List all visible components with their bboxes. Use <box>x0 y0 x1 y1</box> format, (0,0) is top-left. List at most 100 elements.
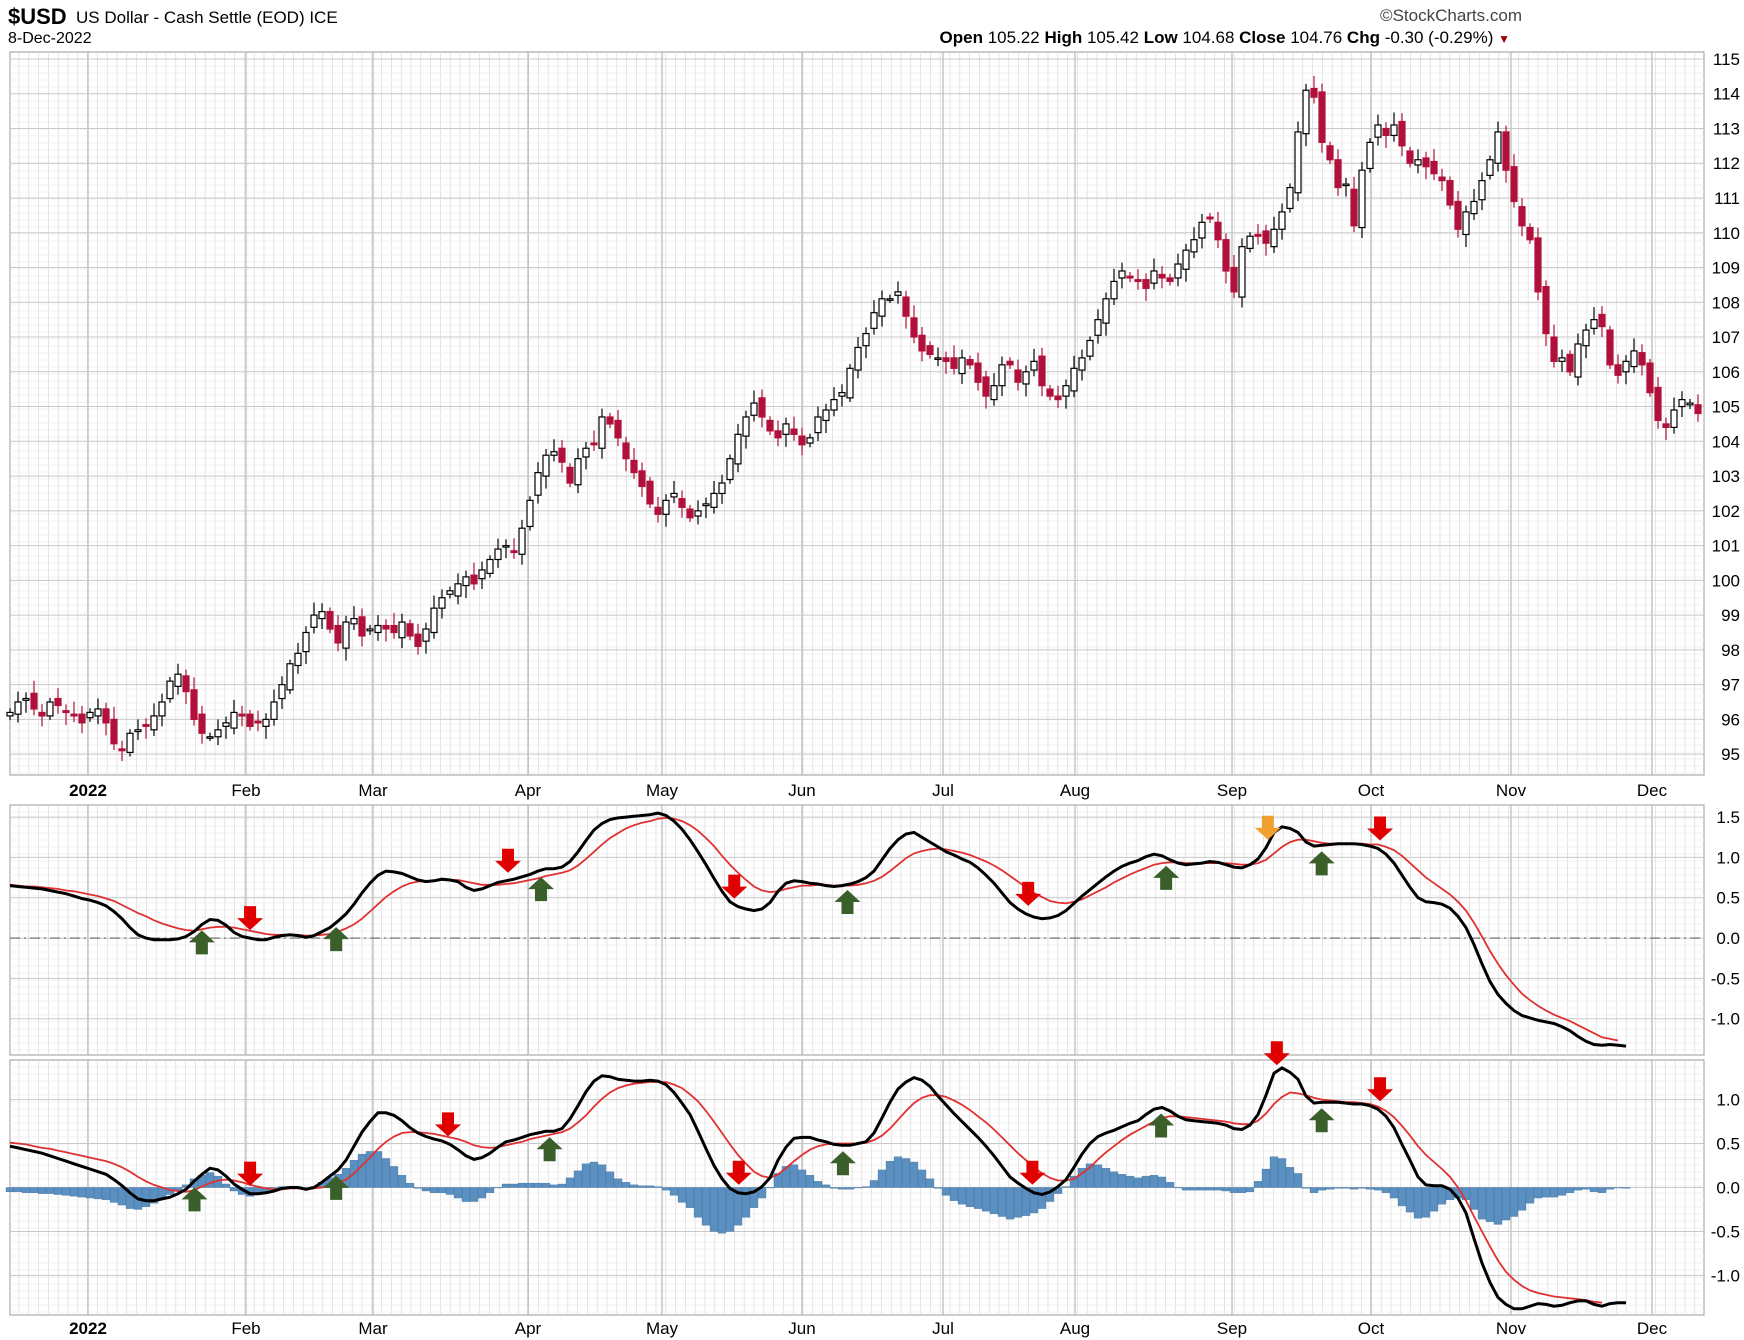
candle-up <box>1118 270 1126 279</box>
histogram-bar <box>781 1166 791 1188</box>
indicator-2-histogram <box>5 1151 1631 1234</box>
histogram-bar <box>317 1182 327 1188</box>
histogram-bar <box>1301 1187 1311 1189</box>
candle-up <box>166 680 174 700</box>
candle-up <box>862 332 870 347</box>
candle-down <box>918 334 926 352</box>
histogram-bar <box>565 1177 575 1188</box>
candle-up <box>1558 357 1566 362</box>
chg-value: -0.30 (-0.29%) <box>1384 28 1494 47</box>
candle-up <box>374 624 382 634</box>
price-y-tick-label: 106 <box>1712 363 1740 382</box>
histogram-bar <box>877 1169 887 1188</box>
histogram-bar <box>845 1187 855 1190</box>
candle-up <box>1366 141 1374 170</box>
histogram-bar <box>21 1187 31 1193</box>
candle-down <box>1142 279 1150 289</box>
histogram-bar <box>1557 1187 1567 1196</box>
histogram-bar <box>205 1172 215 1188</box>
ohlc-summary: Open 105.22 High 105.42 Low 104.68 Close… <box>940 28 1510 48</box>
histogram-bar <box>1365 1187 1375 1190</box>
histogram-bar <box>1613 1187 1623 1189</box>
histogram-bar <box>1133 1177 1143 1188</box>
histogram-bar <box>813 1181 823 1188</box>
histogram-bar <box>261 1187 271 1193</box>
histogram-bar <box>1181 1187 1191 1191</box>
price-y-tick-label: 103 <box>1712 467 1740 486</box>
candle-up <box>1294 131 1302 194</box>
indicator-1-y-tick-label: -0.5 <box>1711 969 1740 988</box>
candle-down <box>358 616 366 637</box>
candle-up <box>94 708 102 717</box>
candle-up <box>598 416 606 449</box>
candle-up <box>214 729 222 738</box>
histogram-bar <box>1605 1187 1615 1190</box>
histogram-bar <box>397 1175 407 1188</box>
candle-up <box>878 298 886 317</box>
candle-up <box>126 732 134 754</box>
candle-up <box>1110 280 1118 300</box>
histogram-bar <box>1101 1168 1111 1188</box>
candle-up <box>1150 270 1158 284</box>
candle-up <box>1494 131 1502 164</box>
candle-up <box>894 291 902 296</box>
candle-down <box>110 718 118 745</box>
indicator-1-main-line <box>9 811 1627 1048</box>
candle-up <box>670 492 678 498</box>
symbol-label: $USD <box>8 4 67 29</box>
histogram-bar <box>389 1166 399 1188</box>
histogram-bar <box>1189 1187 1199 1191</box>
price-x-tick-label: Sep <box>1217 781 1247 800</box>
price-x-tick-label: Mar <box>358 781 388 800</box>
candle-up <box>1358 169 1366 229</box>
histogram-bar <box>517 1182 527 1188</box>
candle-down <box>54 697 62 707</box>
histogram-bar <box>853 1187 863 1189</box>
candle-down <box>1262 230 1270 244</box>
histogram-bar <box>1173 1187 1183 1189</box>
candle-up <box>854 346 862 371</box>
candle-down <box>1254 233 1262 237</box>
candle-down <box>1382 127 1390 137</box>
high-value: 105.42 <box>1086 28 1139 47</box>
open-label: Open <box>939 28 983 47</box>
price-y-tick-label: 100 <box>1712 571 1740 590</box>
sell-arrow-icon <box>721 874 748 899</box>
histogram-bar <box>1381 1187 1391 1193</box>
candle-down <box>1046 388 1054 397</box>
candle-up <box>270 701 278 720</box>
candle-down <box>510 550 518 554</box>
candle-down <box>1694 404 1702 415</box>
histogram-bar <box>165 1187 175 1195</box>
histogram-bar <box>1397 1187 1407 1207</box>
candle-up <box>294 652 302 667</box>
indicator-2-y-tick-label: 1.0 <box>1716 1091 1740 1110</box>
candle-down <box>38 711 46 717</box>
histogram-bar <box>1125 1175 1135 1188</box>
candle-down <box>1134 279 1142 283</box>
histogram-bar <box>477 1187 487 1199</box>
histogram-bar <box>589 1161 599 1188</box>
histogram-bar <box>1437 1187 1447 1205</box>
histogram-bar <box>293 1186 303 1188</box>
histogram-bar <box>133 1187 143 1210</box>
buy-arrow-icon <box>1308 1108 1335 1133</box>
candle-up <box>486 558 494 574</box>
histogram-bar <box>1109 1171 1119 1188</box>
indicator-2-y-tick-label: -1.0 <box>1711 1266 1740 1285</box>
histogram-bar <box>141 1187 151 1207</box>
candle-up <box>1062 385 1070 397</box>
histogram-bar <box>1445 1187 1455 1200</box>
histogram-bar <box>125 1187 135 1209</box>
candle-up <box>454 583 462 597</box>
price-y-tick-label: 102 <box>1712 502 1740 521</box>
candle-up <box>1470 200 1478 215</box>
histogram-bar <box>157 1187 167 1200</box>
candle-up <box>1086 339 1094 357</box>
histogram-bar <box>1261 1168 1271 1188</box>
candle-down <box>1606 329 1614 366</box>
candle-down <box>1446 180 1454 206</box>
candle-down <box>70 713 78 717</box>
candle-up <box>998 364 1006 387</box>
histogram-bar <box>885 1160 895 1188</box>
